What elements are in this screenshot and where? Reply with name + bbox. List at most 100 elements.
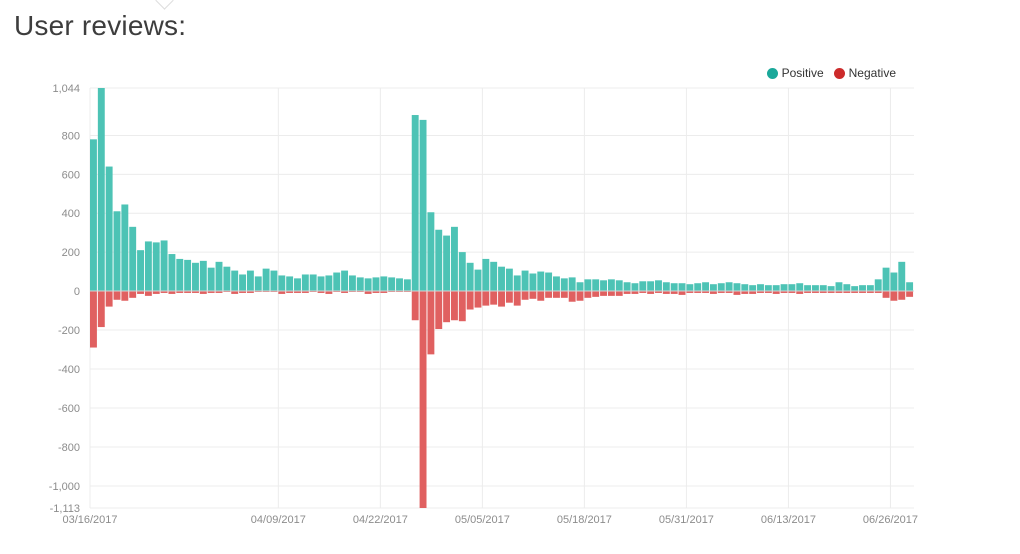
y-tick-label: -200: [58, 325, 80, 337]
negative-bar: [851, 291, 859, 293]
negative-bar: [450, 291, 458, 321]
positive-bar: [670, 283, 678, 291]
negative-bar: [105, 291, 113, 307]
negative-bar: [513, 291, 521, 306]
negative-bar: [97, 291, 105, 328]
negative-bar: [160, 291, 168, 293]
positive-bar: [450, 226, 458, 291]
negative-bar: [898, 291, 906, 300]
negative-bar: [662, 291, 670, 294]
y-tick-label: 600: [62, 169, 80, 181]
negative-bar: [411, 291, 419, 321]
negative-bar: [199, 291, 207, 294]
negative-bar: [278, 291, 286, 294]
positive-bar: [741, 284, 749, 291]
positive-bar: [521, 270, 529, 291]
positive-bar: [647, 281, 655, 291]
positive-bar: [419, 119, 427, 291]
positive-bar: [176, 258, 184, 291]
negative-bar: [427, 291, 435, 355]
positive-bar: [717, 283, 725, 291]
positive-bar: [576, 282, 584, 291]
negative-bar: [655, 291, 662, 293]
negative-bar: [709, 291, 717, 294]
negative-bar: [176, 291, 184, 293]
y-tick-label: -1,000: [49, 481, 80, 493]
x-tick-label: 04/09/2017: [251, 514, 306, 526]
negative-bar: [757, 291, 764, 293]
negative-bar: [568, 291, 576, 302]
positive-bar: [851, 286, 859, 291]
positive-bar: [254, 276, 262, 291]
negative-bar: [184, 291, 192, 293]
negative-bar: [168, 291, 176, 294]
legend-negative-label: Negative: [848, 66, 896, 80]
negative-bar: [615, 291, 623, 296]
negative-bar: [498, 291, 505, 307]
negative-bar: [835, 291, 843, 293]
x-tick-label: 06/13/2017: [761, 514, 816, 526]
positive-bar: [215, 261, 223, 291]
positive-bar: [192, 262, 199, 291]
legend-negative[interactable]: Negative: [833, 66, 896, 80]
negative-bar: [874, 291, 882, 293]
positive-bar: [113, 211, 121, 291]
positive-bar: [898, 261, 906, 291]
legend-positive[interactable]: Positive: [766, 66, 824, 80]
positive-bar: [529, 273, 537, 291]
positive-bar: [388, 277, 396, 291]
positive-bar: [513, 275, 521, 291]
positive-bar: [615, 280, 623, 291]
positive-bar: [906, 282, 914, 291]
positive-bar: [623, 282, 631, 291]
positive-bar: [811, 285, 819, 291]
negative-bar: [819, 291, 827, 293]
negative-bar: [466, 291, 474, 310]
negative-bar: [207, 291, 215, 293]
negative-bar: [435, 291, 443, 330]
negative-bar: [631, 291, 639, 294]
positive-bar: [505, 268, 513, 291]
negative-bar: [553, 291, 560, 298]
positive-bar: [498, 266, 505, 291]
positive-bar: [600, 280, 608, 291]
positive-bar: [403, 279, 411, 291]
positive-bar: [396, 278, 403, 291]
positive-bar: [262, 268, 270, 291]
positive-bar: [882, 267, 890, 291]
positive-bar: [819, 285, 827, 291]
positive-bar: [584, 279, 592, 291]
positive-bar: [380, 276, 388, 291]
negative-bar: [317, 291, 325, 293]
positive-bar: [144, 241, 152, 291]
positive-bar: [827, 286, 835, 291]
negative-bar: [231, 291, 239, 294]
negative-bar: [341, 291, 349, 293]
positive-bar: [184, 259, 192, 291]
negative-bar: [741, 291, 749, 294]
y-tick-label: -600: [58, 403, 80, 415]
positive-bar: [435, 229, 443, 291]
x-tick-label: 05/18/2017: [557, 514, 612, 526]
positive-bar: [482, 258, 490, 291]
positive-bar: [325, 275, 333, 291]
positive-bar: [709, 284, 717, 291]
negative-bar: [192, 291, 199, 293]
negative-bar: [827, 291, 835, 293]
negative-bar: [772, 291, 780, 294]
positive-bar: [168, 254, 176, 291]
negative-bar: [764, 291, 772, 293]
negative-bar: [545, 291, 553, 298]
positive-bar: [686, 284, 694, 291]
negative-bar: [702, 291, 710, 293]
x-tick-label: 05/31/2017: [659, 514, 714, 526]
positive-bar: [772, 285, 780, 291]
positive-bar: [843, 284, 851, 291]
negative-bar: [843, 291, 851, 293]
negative-bar: [733, 291, 741, 295]
negative-bar: [859, 291, 866, 293]
positive-bar: [427, 212, 435, 291]
negative-bar: [576, 291, 584, 301]
positive-bar: [231, 270, 239, 291]
y-tick-label: 400: [62, 208, 80, 220]
